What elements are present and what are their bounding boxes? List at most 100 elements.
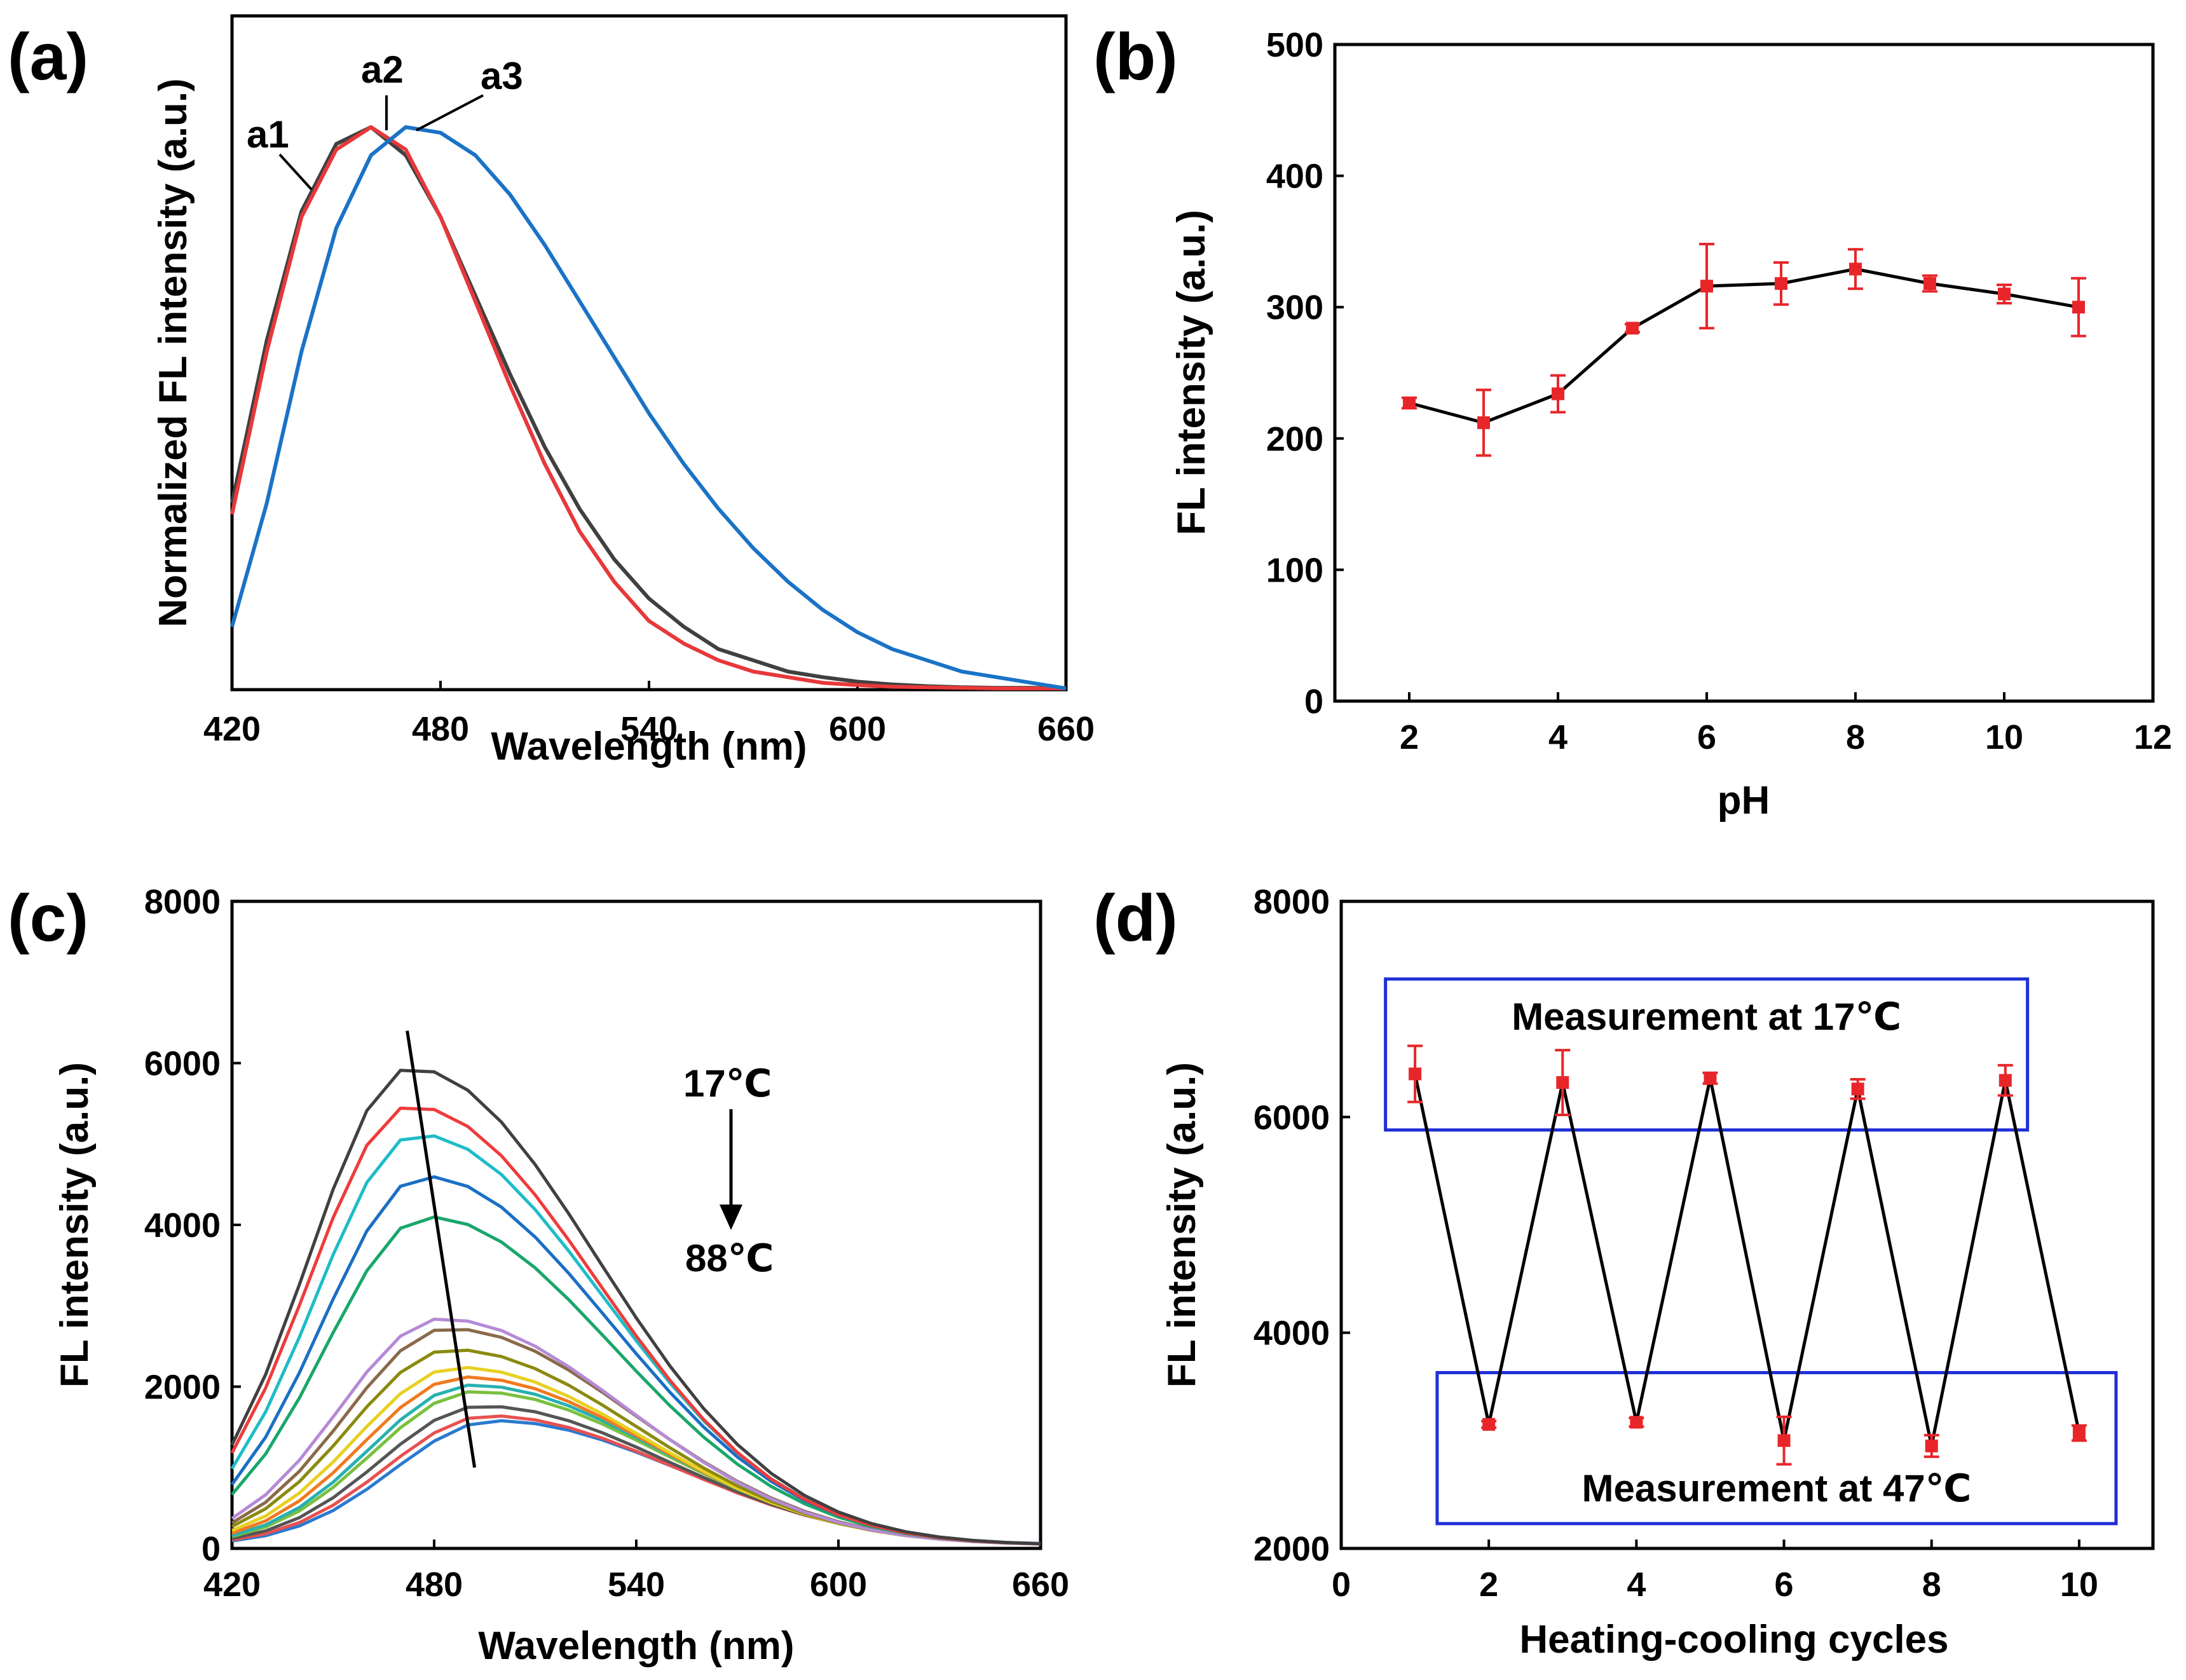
- data-point: [1998, 287, 2011, 301]
- y-axis-label-d: FL intensity (a.u.): [1160, 1062, 1204, 1388]
- temperature-arrow-head: [720, 1205, 742, 1230]
- annotation-17c-value: 17℃: [683, 1062, 772, 1105]
- annotation-a1: a1: [247, 113, 289, 156]
- panel-a-xtick-label: 480: [412, 710, 469, 748]
- annotation-88c-value: 88℃: [685, 1237, 774, 1280]
- panel-b-ytick-label: 0: [1304, 683, 1323, 721]
- panel-d-ytick-label: 8000: [1254, 883, 1330, 921]
- x-axis-label-b: pH: [1718, 779, 1770, 823]
- y-axis-label-a: Normalized FL intensity (a.u.): [151, 78, 195, 627]
- panel-d-xtick-label: 4: [1627, 1566, 1646, 1604]
- data-point: [1482, 1417, 1496, 1431]
- ph-series-line: [1409, 267, 2079, 425]
- y-axis-label-b: FL intensity (a.u.): [1170, 210, 1213, 535]
- panel-c: (c) 420 480 540 600 660 0 2000 4000 6000 8000 17℃…: [8, 882, 1069, 1668]
- panel-b-ytick-label: 200: [1266, 420, 1323, 458]
- x-axis-label-c: Wavelength (nm): [478, 1624, 794, 1668]
- annotation-a3: a3: [481, 55, 523, 97]
- panel-b-ytick-label: 300: [1266, 289, 1323, 327]
- data-point: [1925, 1439, 1938, 1452]
- x-axis-label-d: Heating-cooling cycles: [1519, 1618, 1948, 1662]
- data-point: [1552, 387, 1564, 400]
- spectrum-line: [230, 1069, 1041, 1546]
- series-line-a2: [230, 125, 1066, 690]
- panel-b-xtick-label: 2: [1400, 718, 1419, 756]
- panel-d-xtick-label: 6: [1775, 1566, 1794, 1604]
- panel-b-ytick-label: 500: [1266, 26, 1323, 64]
- panel-c-ytick-label: 2000: [144, 1369, 221, 1407]
- panel-d-xtick-label: 10: [2060, 1566, 2098, 1604]
- panel-d-xtick-label: 8: [1922, 1566, 1941, 1604]
- peak-shift-line: [406, 1030, 477, 1468]
- spectrum-line: [230, 1175, 1041, 1546]
- panel-b-xtick-label: 6: [1697, 718, 1716, 756]
- data-point: [2072, 1426, 2086, 1440]
- panel-label-d: (d): [1093, 882, 1178, 955]
- annotation-a2: a2: [361, 48, 404, 91]
- measurement-label: Measurement at 47℃: [1581, 1467, 1971, 1510]
- panel-d-ytick-label: 4000: [1254, 1315, 1330, 1353]
- spectrum-line: [231, 1383, 1041, 1546]
- panel-b-xtick-label: 4: [1548, 718, 1568, 756]
- panel-c-xtick-label: 600: [810, 1566, 867, 1604]
- data-point: [1777, 1434, 1791, 1447]
- annotation-88c: 88℃: [685, 1237, 774, 1280]
- spectrum-line: [231, 1365, 1041, 1546]
- data-point: [1923, 277, 1936, 290]
- x-axis-label-a: Wavelength (nm): [491, 725, 807, 768]
- panel-a-xtick-label: 540: [620, 710, 678, 748]
- spectrum-line: [231, 1317, 1041, 1546]
- panel-d-xtick-label: 2: [1479, 1566, 1498, 1604]
- a3-pointer: [416, 94, 484, 132]
- panel-c-ytick-label: 4000: [144, 1206, 221, 1245]
- spectrum-line: [231, 1215, 1041, 1546]
- panel-c-ytick-label: 0: [202, 1530, 221, 1568]
- panel-b-ytick-label: 400: [1266, 158, 1323, 196]
- panel-b-xtick-label: 10: [1985, 718, 2023, 756]
- plot-frame-d: [1339, 899, 2155, 1550]
- spectrum-line: [230, 1106, 1041, 1546]
- annotation-17c: 17℃: [683, 1062, 772, 1105]
- measurement-box: [1435, 1370, 2118, 1526]
- panel-d: (d) 0 2 4 6 8 10 2000 4000 6000 8000 Measurement …: [1093, 882, 2155, 1662]
- data-point: [1704, 1072, 1717, 1085]
- data-point: [1849, 263, 1862, 276]
- panel-label-a: (a): [8, 20, 88, 94]
- data-point: [1556, 1076, 1569, 1089]
- panel-a: (a) 420 480 540 600 660 a1 a2 a3 Wavelength …: [8, 14, 1095, 768]
- panel-b: (b) 2 4 6 8 10 12 0 100 200 300 400 500 pH FL inten…: [1093, 20, 2172, 823]
- data-point: [1626, 322, 1639, 335]
- data-point: [1630, 1416, 1643, 1429]
- panel-a-xtick-label: 420: [203, 710, 261, 748]
- data-point: [2072, 301, 2085, 314]
- data-point: [1851, 1082, 1864, 1096]
- panel-c-ytick-label: 8000: [144, 883, 221, 921]
- panel-a-xtick-label: 660: [1037, 710, 1095, 748]
- plot-frame-a: [230, 14, 1068, 692]
- panel-c-xtick-label: 660: [1012, 1566, 1069, 1604]
- panel-b-ytick-label: 100: [1266, 551, 1323, 589]
- panel-b-xtick-label: 12: [2134, 718, 2172, 756]
- panel-label-b: (b): [1093, 20, 1178, 94]
- panel-d-ytick-label: 2000: [1254, 1530, 1330, 1568]
- panel-c-xtick-label: 540: [608, 1566, 665, 1604]
- panel-a-xtick-label: 600: [829, 710, 886, 748]
- spectrum-line: [231, 1375, 1041, 1546]
- panel-label-c: (c): [8, 882, 88, 955]
- cycle-series-line: [1413, 1073, 2081, 1447]
- y-axis-label-c: FL intensity (a.u.): [53, 1062, 97, 1388]
- series-line-a3: [230, 125, 1067, 690]
- panel-d-xtick-label: 0: [1332, 1566, 1351, 1604]
- series-line-a1: [230, 125, 1067, 690]
- data-point: [1700, 280, 1713, 293]
- panel-c-ytick-label: 6000: [144, 1045, 221, 1083]
- data-point: [1477, 416, 1490, 430]
- a1-pointer: [278, 153, 313, 191]
- panel-c-xtick-label: 420: [203, 1566, 261, 1604]
- panel-b-xtick-label: 8: [1846, 718, 1865, 756]
- panel-d-ytick-label: 6000: [1254, 1098, 1330, 1137]
- data-point: [1409, 1067, 1422, 1081]
- measurement-label: Measurement at 17℃: [1512, 995, 1901, 1038]
- data-point: [1998, 1074, 2012, 1087]
